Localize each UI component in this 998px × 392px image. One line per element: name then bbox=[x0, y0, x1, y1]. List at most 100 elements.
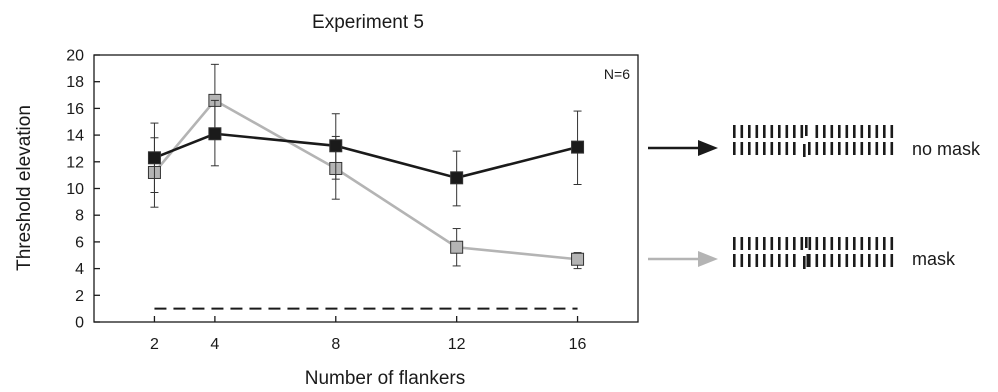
chart-title: Experiment 5 bbox=[312, 12, 424, 33]
stimulus-bar bbox=[778, 254, 781, 267]
stimulus-bar bbox=[785, 125, 789, 138]
y-tick-label: 0 bbox=[75, 315, 84, 332]
stimulus-bar bbox=[733, 142, 736, 155]
legend: no mask mask bbox=[648, 125, 981, 269]
y-tick-label: 20 bbox=[66, 48, 84, 65]
stimulus-target-bar bbox=[803, 256, 806, 269]
axes: 0 2 4 6 8 10 12 14 16 18 20 2 4 8 12 16 bbox=[66, 48, 639, 353]
stimulus-bar bbox=[763, 125, 766, 138]
stimulus-bar bbox=[883, 142, 886, 155]
stimulus-bar bbox=[800, 125, 804, 138]
legend-label-mask: mask bbox=[912, 249, 956, 269]
no-mask-arrow-head bbox=[698, 140, 718, 156]
x-tick-label: 2 bbox=[150, 336, 159, 353]
stimulus-bar bbox=[770, 125, 774, 138]
stimulus-bar bbox=[778, 125, 781, 138]
y-tick-label: 2 bbox=[75, 288, 84, 305]
y-tick-label: 16 bbox=[66, 101, 84, 118]
stimulus-bar bbox=[770, 254, 774, 267]
y-tick-label: 12 bbox=[66, 154, 84, 171]
stimulus-bar bbox=[853, 254, 856, 267]
stimulus-bar bbox=[800, 237, 804, 250]
stimulus-bar bbox=[838, 254, 841, 267]
stimulus-bar bbox=[845, 142, 849, 155]
stimulus-bar bbox=[823, 254, 826, 267]
stimulus-bar bbox=[838, 142, 841, 155]
stimulus-bar bbox=[890, 237, 894, 250]
stimulus-bar bbox=[785, 142, 789, 155]
no-mask-stimulus-icon bbox=[733, 125, 894, 157]
data-point bbox=[571, 140, 585, 154]
stimulus-bar bbox=[793, 142, 796, 155]
stimulus-bar bbox=[860, 142, 864, 155]
stimulus-bar bbox=[748, 237, 751, 250]
stimulus-mask-bar bbox=[808, 237, 812, 250]
stimulus-bar bbox=[853, 237, 856, 250]
stimulus-target-bar bbox=[805, 237, 808, 248]
stimulus-bar bbox=[815, 142, 819, 155]
mask-arrow-head bbox=[698, 251, 718, 267]
stimulus-bar bbox=[830, 125, 834, 138]
series-no-mask bbox=[147, 99, 585, 207]
stimulus-bar bbox=[755, 254, 759, 267]
stimulus-bar bbox=[838, 237, 841, 250]
stimulus-bar bbox=[815, 254, 819, 267]
stimulus-bar bbox=[815, 125, 819, 138]
series-line-no-mask bbox=[153, 132, 578, 180]
stimulus-bar bbox=[763, 237, 766, 250]
stimulus-bar bbox=[845, 125, 849, 138]
data-point bbox=[329, 139, 343, 153]
y-tick-label: 18 bbox=[66, 74, 84, 91]
stimulus-bar bbox=[793, 125, 796, 138]
stimulus-bar bbox=[875, 125, 879, 138]
stimulus-bar bbox=[748, 254, 751, 267]
stimulus-bar bbox=[868, 142, 871, 155]
x-tick-label: 8 bbox=[331, 336, 340, 353]
stimulus-bar bbox=[740, 142, 744, 155]
series-mask bbox=[147, 63, 585, 270]
stimulus-bar bbox=[763, 254, 766, 267]
stimulus-bar bbox=[748, 142, 751, 155]
stimulus-bar bbox=[853, 125, 856, 138]
data-point bbox=[147, 151, 161, 165]
mask-stimulus-icon bbox=[733, 237, 894, 269]
stimulus-bar bbox=[770, 237, 774, 250]
stimulus-bar bbox=[778, 237, 781, 250]
data-point bbox=[208, 127, 222, 141]
x-tick-label: 16 bbox=[569, 336, 587, 353]
stimulus-bar bbox=[748, 125, 751, 138]
stimulus-bar bbox=[875, 254, 879, 267]
series-layer bbox=[147, 63, 585, 270]
stimulus-bar bbox=[740, 254, 744, 267]
stimulus-bar bbox=[823, 237, 826, 250]
y-tick-label: 4 bbox=[75, 261, 84, 278]
stimulus-bar bbox=[830, 237, 834, 250]
stimulus-target-bar bbox=[805, 125, 808, 136]
stimulus-target-bar bbox=[803, 144, 806, 157]
stimulus-bar bbox=[823, 142, 826, 155]
y-tick-label: 10 bbox=[66, 181, 84, 198]
legend-label-no-mask: no mask bbox=[912, 139, 981, 159]
stimulus-bar bbox=[868, 254, 871, 267]
data-point bbox=[450, 240, 464, 254]
stimulus-bar bbox=[785, 237, 789, 250]
stimulus-bar bbox=[845, 254, 849, 267]
stimulus-bar bbox=[890, 142, 894, 155]
stimulus-bar bbox=[860, 237, 864, 250]
stimulus-bar bbox=[860, 125, 864, 138]
stimulus-bar bbox=[770, 142, 774, 155]
stimulus-bar bbox=[740, 237, 744, 250]
x-axis-label: Number of flankers bbox=[305, 368, 466, 389]
stimulus-bar bbox=[763, 142, 766, 155]
data-point bbox=[571, 252, 585, 266]
stimulus-bar bbox=[883, 125, 886, 138]
x-tick-label: 12 bbox=[448, 336, 466, 353]
stimulus-mask-bar bbox=[806, 254, 810, 267]
stimulus-bar bbox=[808, 142, 811, 155]
data-point bbox=[450, 171, 464, 185]
stimulus-bar bbox=[868, 237, 871, 250]
stimulus-bar bbox=[883, 237, 886, 250]
stimulus-bar bbox=[755, 125, 759, 138]
y-tick-label: 6 bbox=[75, 234, 84, 251]
y-tick-label: 8 bbox=[75, 208, 84, 225]
